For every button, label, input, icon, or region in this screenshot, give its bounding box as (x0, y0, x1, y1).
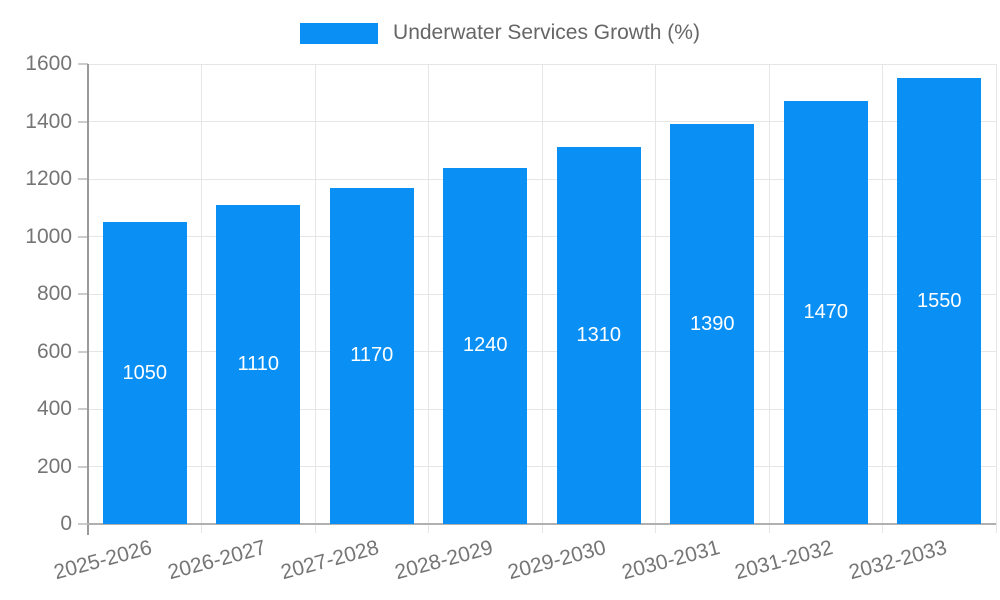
gridline-vertical (768, 64, 770, 533)
y-tick-mark (78, 465, 88, 468)
bar-2030-2031[interactable]: 1390 (670, 124, 755, 524)
y-tick-label: 400 (36, 397, 72, 420)
y-tick-label: 1200 (25, 167, 72, 190)
bar-value-label: 1170 (350, 344, 394, 367)
y-tick-label: 1000 (25, 224, 72, 248)
y-tick-mark (78, 350, 88, 353)
gridline-vertical (995, 64, 997, 533)
y-tick-mark (78, 408, 88, 410)
gridline-vertical (882, 64, 883, 533)
x-axis-line (87, 523, 996, 525)
y-tick-mark (78, 235, 88, 238)
y-tick-mark (78, 178, 88, 180)
bar-value-label: 1110 (237, 352, 280, 375)
y-tick-label: 600 (36, 339, 72, 363)
gridline-vertical (428, 64, 429, 533)
legend-swatch (300, 22, 379, 44)
bar-2031-2032[interactable]: 1470 (783, 101, 868, 524)
y-tick-label: 1400 (25, 109, 72, 133)
y-tick-label: 200 (36, 454, 72, 478)
x-tick-label: 2032-2033 (846, 536, 950, 585)
x-tick-label: 2031-2032 (732, 536, 836, 585)
gridline-vertical (314, 64, 316, 533)
bar-2027-2028[interactable]: 1170 (329, 187, 414, 524)
legend[interactable]: Underwater Services Growth (%) (0, 22, 1000, 44)
y-tick-mark (78, 63, 88, 65)
y-tick-label: 1600 (25, 52, 72, 75)
x-tick-label: 2026-2027 (165, 536, 269, 585)
gridline-vertical (541, 64, 543, 533)
bar-2028-2029[interactable]: 1240 (443, 167, 528, 524)
gridline-vertical (655, 64, 656, 533)
bar-value-label: 1050 (122, 361, 168, 384)
x-tick-label: 2025-2026 (51, 536, 155, 585)
x-tick-label: 2027-2028 (278, 536, 382, 585)
x-tick-label: 2030-2031 (619, 536, 723, 585)
bar-2026-2027[interactable]: 1110 (216, 204, 301, 524)
bar-value-label: 1390 (690, 312, 735, 335)
x-tick-label: 2029-2030 (505, 536, 609, 585)
x-tick-label: 2028-2029 (392, 536, 496, 585)
bar-2029-2030[interactable]: 1310 (556, 147, 641, 524)
bar-2025-2026[interactable]: 1050 (102, 222, 187, 524)
bar-value-label: 1470 (803, 301, 849, 324)
y-tick-label: 0 (60, 512, 72, 535)
legend-label: Underwater Services Growth (%) (393, 21, 700, 44)
y-axis-line (87, 64, 89, 535)
bar-value-label: 1550 (917, 289, 962, 312)
gridline-vertical (201, 64, 202, 533)
bar-value-label: 1310 (576, 324, 622, 347)
y-tick-mark (78, 293, 88, 295)
y-tick-mark (78, 120, 88, 123)
bar-2032-2033[interactable]: 1550 (897, 78, 982, 524)
bar-value-label: 1240 (463, 334, 508, 357)
y-tick-label: 800 (36, 282, 72, 305)
y-tick-mark (78, 523, 88, 525)
